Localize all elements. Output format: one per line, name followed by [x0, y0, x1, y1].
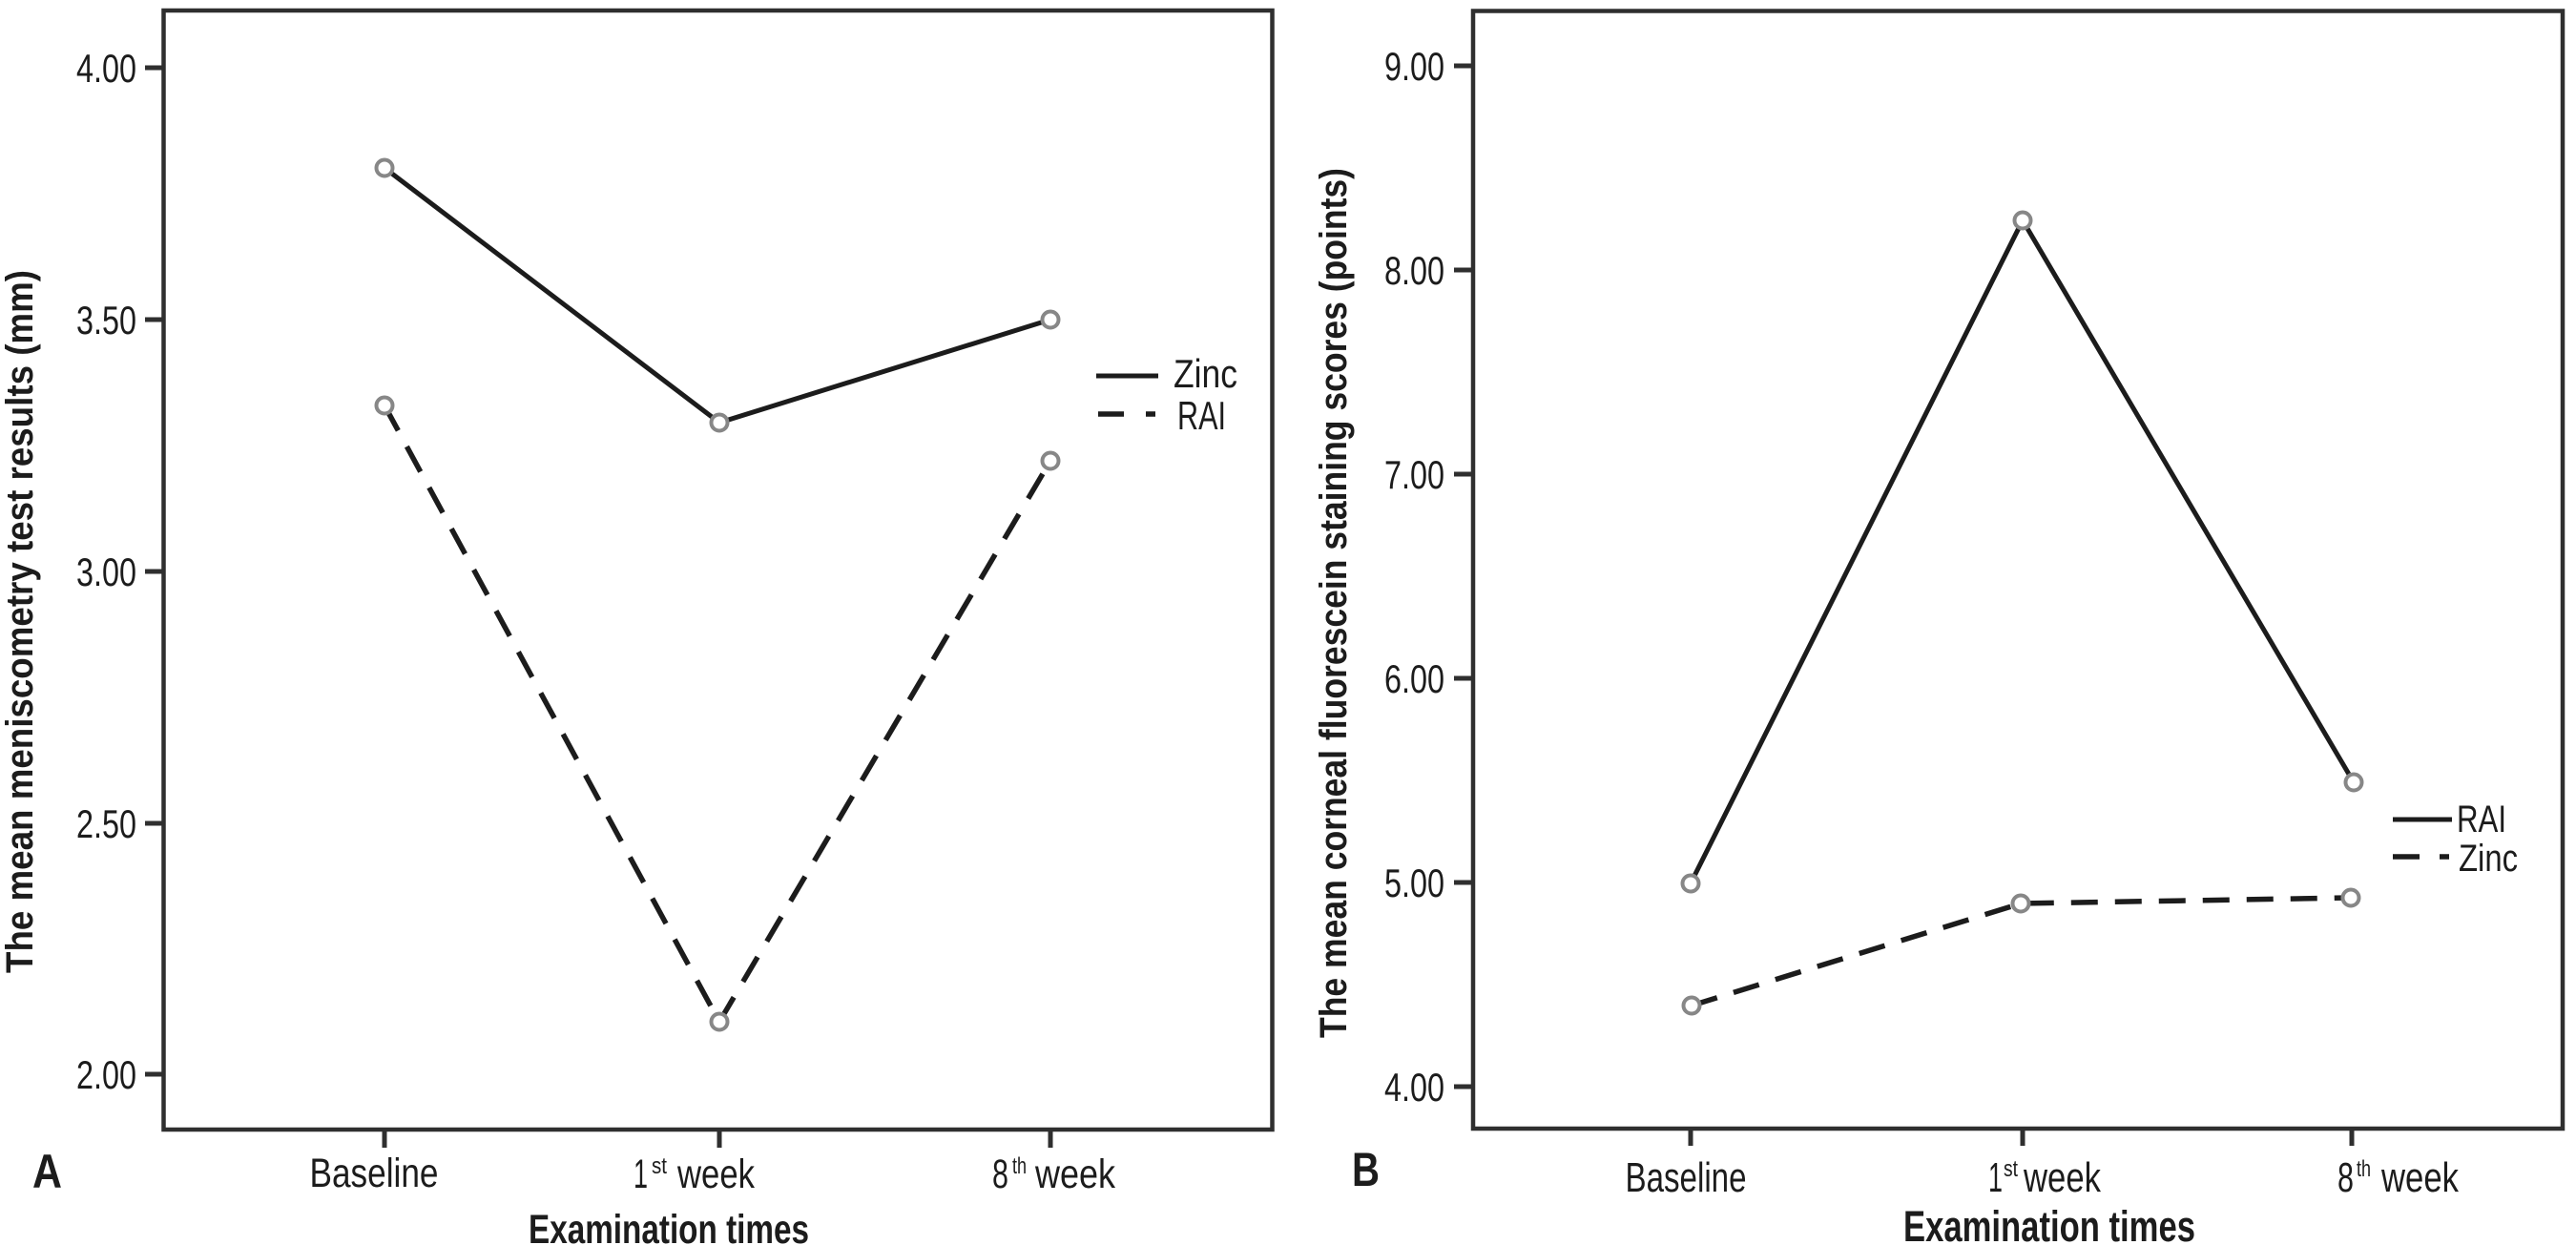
svg-text:3.00: 3.00: [76, 550, 136, 594]
svg-text:Zinc: Zinc: [1174, 351, 1237, 396]
svg-text:2.00: 2.00: [76, 1052, 136, 1097]
svg-text:8: 8: [992, 1152, 1008, 1197]
svg-text:week: week: [1034, 1152, 1115, 1197]
svg-text:th: th: [1012, 1153, 1027, 1179]
svg-text:7.00: 7.00: [1384, 452, 1444, 497]
svg-text:week: week: [2023, 1154, 2102, 1201]
svg-text:The mean corneal fluorescein s: The mean corneal fluorescein staining sc…: [1313, 168, 1355, 1038]
svg-text:1: 1: [1988, 1154, 2003, 1201]
svg-text:B: B: [1352, 1143, 1380, 1196]
svg-text:4.00: 4.00: [76, 46, 136, 91]
svg-text:A: A: [32, 1145, 62, 1198]
svg-text:5.00: 5.00: [1384, 861, 1444, 905]
svg-text:week: week: [2380, 1154, 2460, 1201]
svg-text:1: 1: [634, 1152, 648, 1197]
svg-text:8.00: 8.00: [1384, 248, 1444, 293]
svg-text:Examination times: Examination times: [1903, 1202, 2195, 1245]
svg-text:RAI: RAI: [1177, 393, 1226, 438]
svg-text:st: st: [652, 1153, 667, 1179]
svg-text:2.50: 2.50: [76, 801, 136, 846]
svg-text:Examination times: Examination times: [529, 1207, 809, 1245]
svg-text:9.00: 9.00: [1384, 44, 1444, 89]
svg-text:Baseline: Baseline: [310, 1151, 439, 1196]
svg-text:th: th: [2357, 1156, 2371, 1182]
svg-text:The mean meniscometry test res: The mean meniscometry test results (mm): [0, 270, 41, 973]
svg-text:4.00: 4.00: [1384, 1065, 1444, 1110]
svg-text:RAI: RAI: [2457, 799, 2506, 840]
svg-text:week: week: [676, 1152, 755, 1197]
svg-text:Baseline: Baseline: [1626, 1154, 1747, 1201]
svg-text:8: 8: [2337, 1154, 2354, 1201]
svg-text:3.50: 3.50: [76, 298, 136, 342]
svg-text:Zinc: Zinc: [2459, 838, 2518, 880]
svg-text:6.00: 6.00: [1384, 656, 1444, 701]
svg-text:st: st: [2004, 1156, 2018, 1182]
